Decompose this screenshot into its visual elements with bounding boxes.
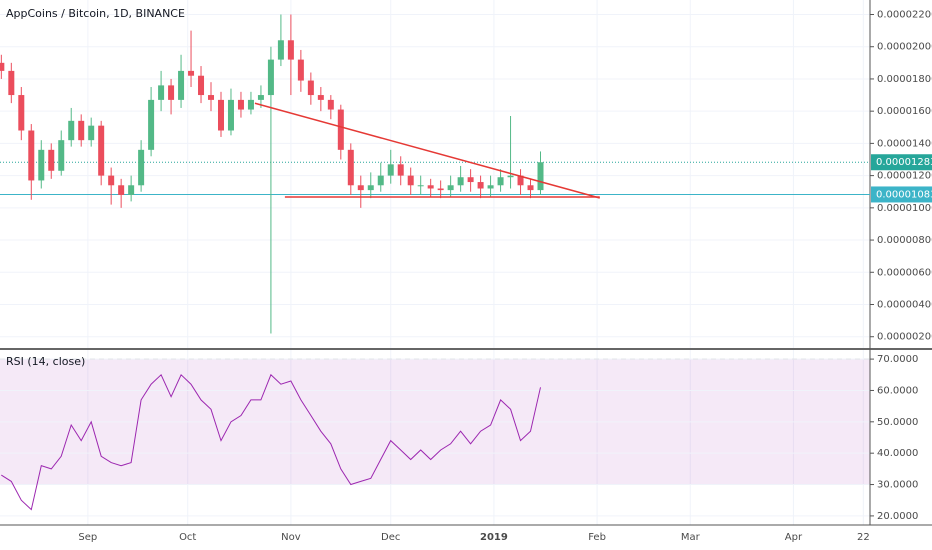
candle-body	[427, 185, 434, 189]
x-tick-label: Apr	[785, 532, 803, 543]
candle-body	[198, 75, 205, 96]
candle-body	[148, 99, 155, 150]
y-tick-label: 0.00000400	[877, 300, 932, 311]
y-tick-label: 0.00001400	[877, 138, 932, 149]
y-tick-label: 0.00001800	[877, 74, 932, 85]
candle-body	[217, 99, 224, 131]
candle-body	[407, 175, 414, 186]
candle-body	[347, 149, 354, 186]
candle-body	[267, 59, 274, 96]
candle-body	[457, 177, 464, 186]
candle-body	[227, 99, 234, 131]
candle-body	[387, 164, 394, 176]
candle-body	[88, 125, 95, 141]
chart-title: AppCoins / Bitcoin, 1D, BINANCE	[6, 7, 185, 20]
y-tick-label: 0.00001200	[877, 171, 932, 182]
candle-body	[98, 125, 105, 176]
candle-body	[108, 175, 115, 186]
candle-body	[417, 185, 424, 187]
price-label-box	[871, 154, 932, 171]
candle-body	[257, 95, 264, 100]
candle-body	[48, 149, 55, 171]
price-label: 0.00001083	[876, 189, 932, 200]
candle-body	[357, 185, 364, 191]
y-tick-label: 0.00001000	[877, 203, 932, 214]
x-tick-label: 2019	[480, 532, 508, 543]
y-tick-label: 0.00001600	[877, 106, 932, 117]
candle-body	[118, 185, 125, 195]
y-tick-label: 40.0000	[877, 448, 918, 459]
price-label: 0.00001283	[876, 157, 932, 168]
candle-body	[138, 149, 145, 186]
x-tick-label: Dec	[381, 532, 400, 543]
candle-body	[277, 40, 284, 60]
candle-body	[18, 95, 25, 131]
candle-body	[168, 85, 175, 100]
y-tick-label: 0.00002200	[877, 10, 932, 21]
candle-body	[467, 177, 474, 183]
candle-body	[38, 149, 45, 181]
candle-body	[78, 120, 85, 141]
candle-body	[327, 99, 334, 110]
x-tick-label: Mar	[681, 532, 701, 543]
candle-body	[247, 99, 254, 110]
candle-body	[128, 185, 135, 195]
candle-body	[527, 185, 534, 191]
y-tick-label: 30.0000	[877, 480, 918, 491]
y-tick-label: 20.0000	[877, 511, 918, 522]
candle-body	[208, 95, 215, 100]
y-tick-label: 0.00000800	[877, 235, 932, 246]
candle-body	[28, 130, 35, 181]
x-tick-label: Feb	[588, 532, 606, 543]
rsi-line	[1, 373, 541, 511]
candle-body	[188, 70, 195, 76]
candle-body	[317, 95, 324, 100]
x-tick-label: 22	[857, 532, 870, 543]
x-tick-label: Oct	[179, 532, 196, 543]
candle-body	[237, 99, 244, 110]
candle-body	[497, 177, 504, 186]
candle-body	[537, 162, 544, 191]
indicator-title: RSI (14, close)	[6, 355, 85, 368]
candle-body	[8, 70, 15, 96]
candle-body	[297, 59, 304, 81]
candle-body	[158, 85, 165, 100]
candle-body	[58, 140, 65, 171]
candle-body	[447, 185, 454, 191]
y-tick-label: 0.00002000	[877, 42, 932, 53]
candle-body	[337, 109, 344, 150]
candle-body	[367, 185, 374, 191]
candle-body	[0, 62, 5, 71]
candle-body	[477, 182, 484, 189]
candle-body	[437, 188, 444, 191]
candle-body	[178, 70, 185, 100]
candle-body	[287, 40, 294, 60]
candle-body	[397, 164, 404, 176]
y-tick-label: 70.0000	[877, 354, 918, 365]
candle-body	[517, 175, 524, 186]
y-tick-label: 60.0000	[877, 385, 918, 396]
candle-body	[377, 175, 384, 186]
x-tick-label: Sep	[78, 532, 97, 543]
candle-body	[68, 120, 75, 141]
candle-body	[507, 175, 514, 178]
candle-body	[487, 185, 494, 189]
y-tick-label: 0.00000600	[877, 267, 932, 278]
candle-body	[307, 80, 314, 96]
x-tick-label: Nov	[281, 532, 301, 543]
price-label-box	[871, 186, 932, 203]
trendline	[254, 102, 600, 199]
y-tick-label: 0.00000200	[877, 332, 932, 343]
y-tick-label: 50.0000	[877, 417, 918, 428]
